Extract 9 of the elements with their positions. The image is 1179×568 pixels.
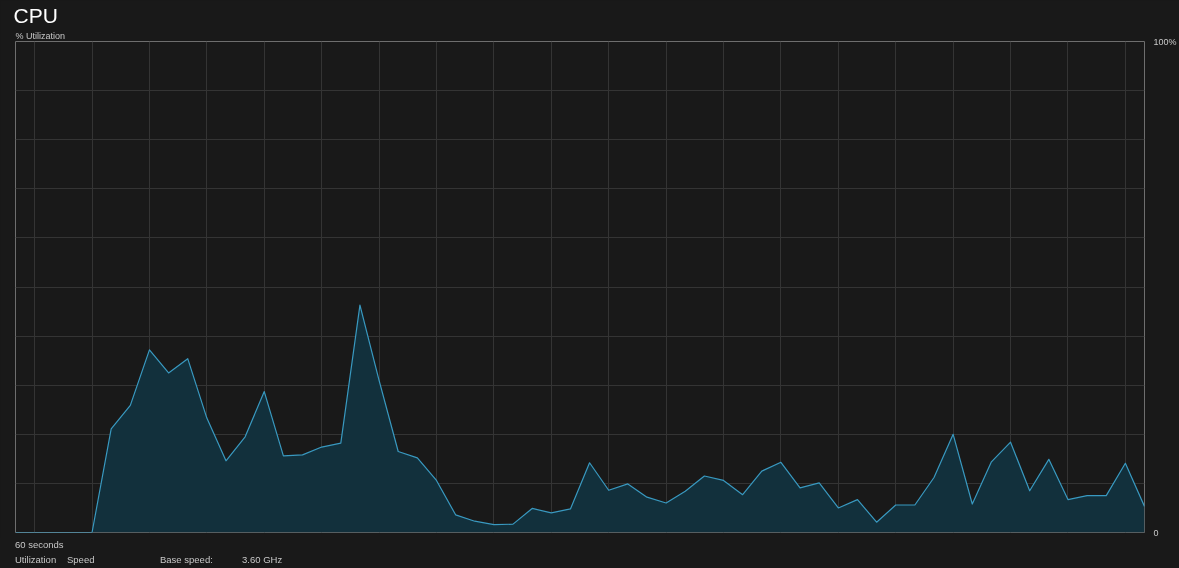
- y-axis-title: % Utilization: [15, 30, 66, 41]
- chart-title: CPU: [13, 3, 58, 27]
- text: Base speed:: [160, 553, 213, 567]
- y-tick-label: 0: [1153, 527, 1159, 538]
- text: Speed: [67, 553, 95, 567]
- y-tick-label: 100%: [1153, 36, 1177, 47]
- text: 60 seconds: [15, 538, 64, 552]
- text: 3.60 GHz: [242, 553, 283, 567]
- text: Utilization: [15, 553, 57, 567]
